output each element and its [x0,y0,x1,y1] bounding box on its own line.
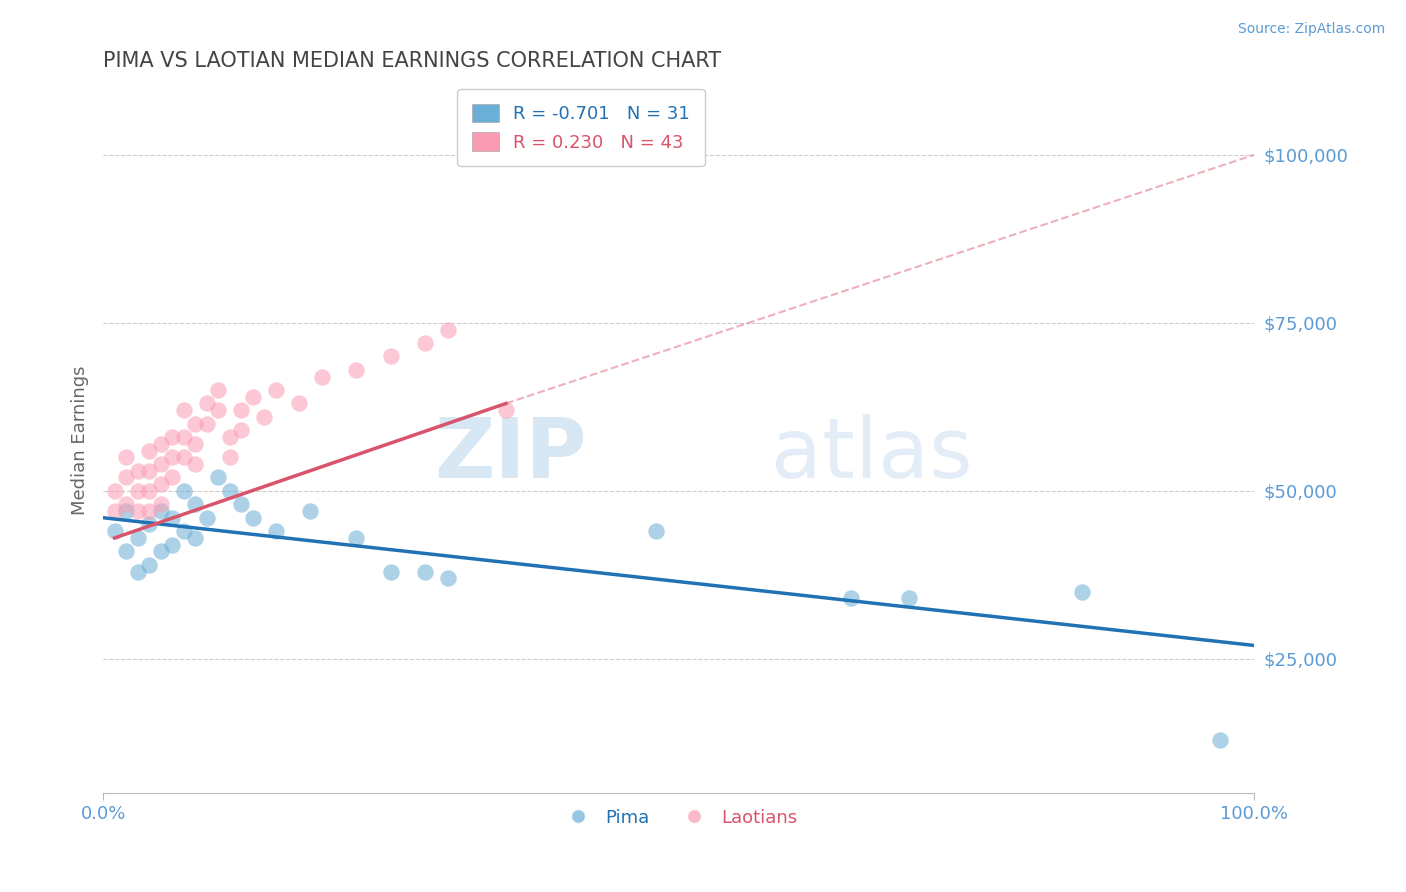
Point [415,565,437,579]
Point [160,430,183,444]
Point [127,531,149,545]
Text: ZIP: ZIP [434,414,586,495]
Point [184,437,207,451]
Point [253,409,276,424]
Point [184,497,207,511]
Point [127,504,149,518]
Point [184,457,207,471]
Legend: Pima, Laotians: Pima, Laotians [553,801,804,834]
Point [437,322,460,336]
Point [149,437,172,451]
Point [173,430,195,444]
Point [288,396,311,410]
Point [173,483,195,498]
Point [138,517,160,532]
Point [104,483,127,498]
Point [160,470,183,484]
Point [299,504,322,518]
Point [115,504,138,518]
Point [104,524,127,538]
Point [415,335,437,350]
Point [380,565,402,579]
Point [218,450,240,465]
Y-axis label: Median Earnings: Median Earnings [72,366,89,516]
Point [897,591,920,606]
Point [195,510,218,524]
Point [1208,732,1230,747]
Point [207,403,229,417]
Point [138,464,160,478]
Point [184,417,207,431]
Text: PIMA VS LAOTIAN MEDIAN EARNINGS CORRELATION CHART: PIMA VS LAOTIAN MEDIAN EARNINGS CORRELAT… [103,51,721,70]
Point [173,450,195,465]
Point [207,470,229,484]
Point [115,470,138,484]
Point [138,558,160,572]
Point [344,363,367,377]
Point [115,497,138,511]
Point [160,450,183,465]
Point [242,510,264,524]
Text: atlas: atlas [770,414,973,495]
Point [149,457,172,471]
Point [195,417,218,431]
Point [207,383,229,397]
Point [115,450,138,465]
Point [138,504,160,518]
Point [149,544,172,558]
Point [644,524,666,538]
Point [264,524,287,538]
Point [127,483,149,498]
Point [149,477,172,491]
Point [127,464,149,478]
Point [149,497,172,511]
Point [231,403,253,417]
Point [380,350,402,364]
Point [115,544,138,558]
Point [231,497,253,511]
Point [344,531,367,545]
Point [173,403,195,417]
Point [841,591,863,606]
Point [231,423,253,437]
Point [138,443,160,458]
Point [1070,584,1092,599]
Point [195,396,218,410]
Point [160,538,183,552]
Point [311,369,333,384]
Point [218,430,240,444]
Point [173,524,195,538]
Point [437,571,460,585]
Point [495,403,517,417]
Point [218,483,240,498]
Text: Source: ZipAtlas.com: Source: ZipAtlas.com [1237,22,1385,37]
Point [138,483,160,498]
Point [184,531,207,545]
Point [242,390,264,404]
Point [149,504,172,518]
Point [127,565,149,579]
Point [264,383,287,397]
Point [104,504,127,518]
Point [160,510,183,524]
